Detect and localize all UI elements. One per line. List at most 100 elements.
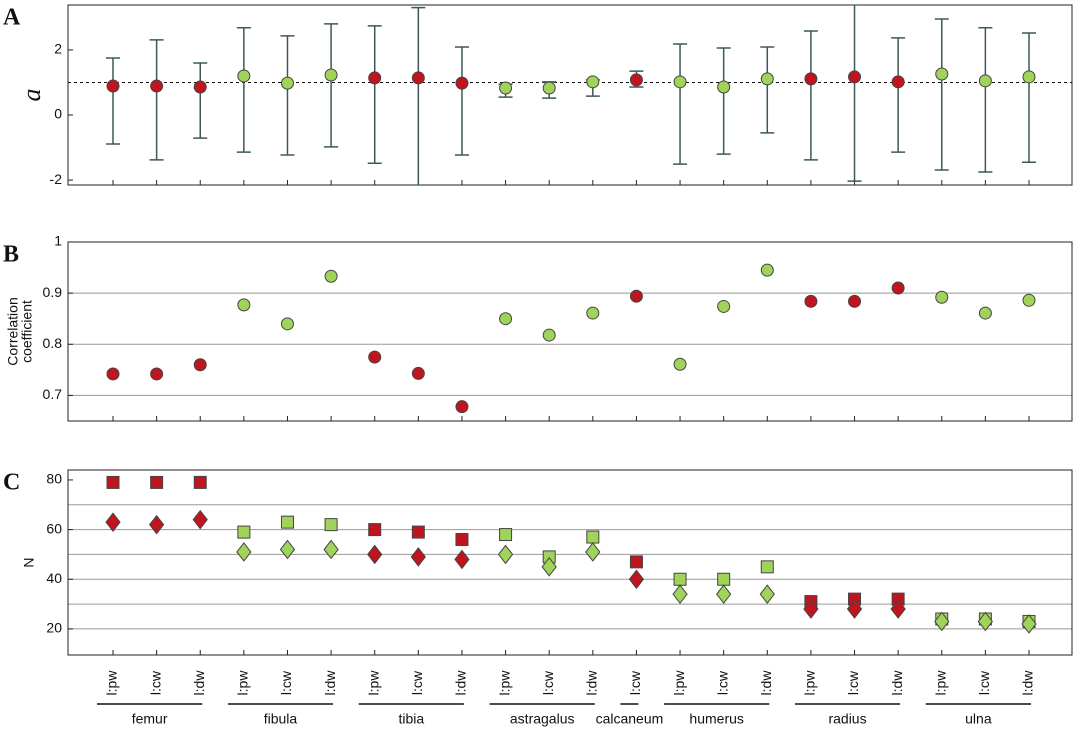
square-point bbox=[629, 555, 643, 569]
point bbox=[411, 71, 425, 85]
point bbox=[368, 71, 382, 85]
point bbox=[542, 81, 556, 95]
diamond-point bbox=[803, 599, 819, 619]
diamond-point bbox=[105, 512, 121, 532]
error-bar bbox=[803, 30, 818, 161]
point bbox=[368, 350, 382, 364]
diamond-point bbox=[497, 544, 514, 565]
point bbox=[935, 290, 949, 304]
diamond-point bbox=[977, 611, 994, 632]
x-tick-label: l:pw bbox=[365, 670, 381, 696]
diamond-point bbox=[672, 584, 688, 604]
square-point bbox=[586, 530, 600, 544]
square-point bbox=[673, 572, 687, 586]
square-point bbox=[499, 528, 513, 542]
diamond-point bbox=[846, 599, 863, 619]
y-tick-label: 80 bbox=[46, 471, 62, 487]
y-axis-label: N bbox=[21, 557, 37, 567]
error-bar bbox=[760, 46, 775, 134]
error-bar bbox=[847, 5, 862, 182]
panel-letter: C bbox=[3, 470, 20, 496]
diamond-point bbox=[934, 611, 950, 632]
point bbox=[673, 75, 687, 89]
x-tick-label: l:dw bbox=[191, 670, 207, 696]
point bbox=[542, 328, 556, 342]
x-tick-label: l:cw bbox=[976, 670, 992, 695]
error-bar bbox=[411, 6, 426, 185]
point bbox=[106, 79, 120, 93]
x-tick-label: l:cw bbox=[714, 670, 730, 695]
point bbox=[150, 367, 164, 381]
point bbox=[280, 317, 294, 331]
square-point bbox=[368, 523, 382, 537]
y-tick-label: 20 bbox=[46, 620, 62, 636]
point bbox=[891, 281, 905, 295]
x-tick-label: l:cw bbox=[147, 670, 163, 695]
y-tick-label: 0 bbox=[54, 106, 62, 122]
y-axis-label: a bbox=[17, 89, 46, 102]
diamond-point bbox=[890, 599, 906, 619]
group-label: femur bbox=[132, 711, 168, 727]
y-tick-label: 2 bbox=[54, 41, 62, 57]
error-bar bbox=[193, 62, 208, 139]
x-tick-label: l:dw bbox=[584, 670, 600, 696]
square-point bbox=[455, 533, 469, 547]
diamond-point bbox=[148, 514, 165, 535]
group-label: ulna bbox=[965, 711, 992, 727]
point bbox=[760, 263, 774, 277]
group-label: fibula bbox=[264, 711, 298, 727]
error-bar bbox=[367, 25, 382, 164]
square-point bbox=[106, 475, 120, 489]
x-tick-label: l:cw bbox=[278, 670, 294, 695]
x-tick-label: l:pw bbox=[104, 670, 120, 696]
error-bar bbox=[454, 46, 469, 156]
point bbox=[717, 299, 731, 313]
point bbox=[193, 80, 207, 94]
point bbox=[673, 357, 687, 371]
diamond-point bbox=[279, 539, 296, 560]
x-tick-label: l:pw bbox=[671, 670, 687, 696]
diamond-point bbox=[1021, 614, 1037, 634]
error-bar bbox=[106, 57, 120, 145]
y-axis-label: Correlation bbox=[5, 297, 21, 365]
diamond-point bbox=[236, 542, 252, 562]
point bbox=[891, 75, 905, 89]
point bbox=[150, 79, 164, 93]
point bbox=[324, 269, 338, 283]
plot-frame bbox=[67, 241, 1073, 422]
x-tick-label: l:dw bbox=[322, 670, 338, 696]
point bbox=[106, 367, 120, 381]
point bbox=[193, 358, 207, 372]
y-tick-label: 0.7 bbox=[43, 386, 63, 402]
point bbox=[935, 67, 949, 81]
point bbox=[237, 298, 251, 312]
panel-letter: A bbox=[3, 5, 21, 31]
point bbox=[586, 306, 600, 320]
x-tick-label: l:dw bbox=[758, 670, 774, 696]
error-bar bbox=[934, 18, 949, 171]
group-label: tibia bbox=[398, 711, 424, 727]
y-tick-label: 40 bbox=[46, 570, 62, 586]
y-tick-label: 1 bbox=[54, 233, 62, 249]
group-label: astragalus bbox=[510, 711, 575, 727]
error-bar bbox=[236, 27, 251, 153]
y-tick-label: 0.9 bbox=[43, 284, 63, 300]
x-tick-label: l:pw bbox=[932, 670, 948, 696]
diamond-point bbox=[367, 544, 383, 565]
point bbox=[717, 80, 731, 94]
diamond-point bbox=[628, 569, 645, 590]
square-point bbox=[193, 475, 207, 489]
y-axis-label: coefficient bbox=[19, 300, 35, 363]
x-tick-label: l:dw bbox=[889, 670, 905, 696]
point bbox=[324, 68, 338, 82]
point bbox=[629, 73, 643, 87]
point bbox=[455, 76, 469, 90]
point bbox=[455, 400, 469, 414]
point bbox=[629, 289, 643, 303]
y-tick-label: -2 bbox=[50, 171, 63, 187]
square-point bbox=[324, 518, 338, 532]
y-tick-label: 60 bbox=[46, 520, 62, 536]
group-label: humerus bbox=[689, 711, 743, 727]
diamond-point bbox=[759, 584, 775, 604]
diamond-point bbox=[585, 542, 601, 562]
